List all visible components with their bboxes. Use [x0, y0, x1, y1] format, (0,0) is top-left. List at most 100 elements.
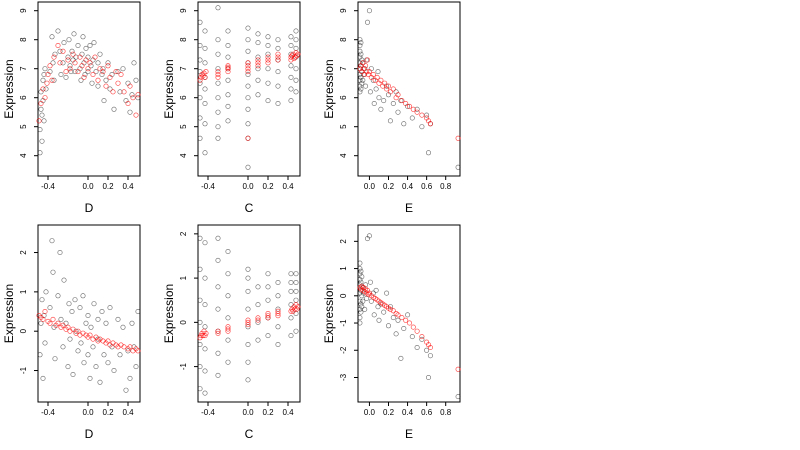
data-point — [255, 92, 261, 98]
data-point — [455, 164, 461, 170]
y-axis-label: Expression — [162, 59, 176, 118]
data-point — [52, 356, 58, 362]
data-point — [357, 320, 363, 326]
data-point — [357, 298, 363, 304]
data-point — [398, 355, 404, 361]
data-point — [39, 138, 45, 144]
data-point — [245, 135, 251, 141]
data-point — [378, 77, 384, 83]
data-point — [265, 98, 271, 104]
data-point — [202, 28, 208, 34]
panel-6: 0.0 0.2 0.4 0.6 0.8 -3 -2 -1 0 1 2 E Expression — [322, 224, 461, 441]
data-point — [245, 106, 251, 112]
data-point — [70, 51, 76, 57]
data-point — [57, 250, 63, 256]
data-point — [43, 86, 49, 92]
y-tick-label: 0 — [19, 328, 28, 333]
data-point — [73, 54, 79, 60]
x-tick-label: 0.6 — [421, 182, 433, 191]
data-point — [47, 63, 53, 69]
data-point — [255, 315, 261, 321]
data-point — [293, 28, 299, 34]
data-point — [358, 309, 364, 315]
data-point — [68, 69, 74, 75]
data-point — [384, 290, 390, 296]
y-tick-label: 8 — [179, 37, 188, 42]
data-point — [265, 42, 271, 48]
data-point — [293, 328, 299, 334]
data-point — [135, 95, 141, 101]
data-point — [215, 95, 221, 101]
data-point — [37, 352, 43, 358]
data-point — [118, 72, 124, 78]
data-point — [245, 37, 251, 43]
series-2 — [197, 50, 301, 141]
data-point — [371, 312, 377, 318]
data-point — [255, 54, 261, 60]
data-point — [245, 317, 251, 323]
data-point — [381, 98, 387, 104]
data-point — [387, 306, 393, 312]
data-point — [107, 86, 113, 92]
data-point — [265, 34, 271, 40]
data-point — [105, 338, 111, 344]
data-point — [293, 66, 299, 72]
data-point — [125, 101, 131, 107]
series-2 — [357, 57, 461, 141]
data-point — [245, 60, 251, 66]
data-point — [215, 109, 221, 115]
data-point — [357, 315, 363, 321]
data-point — [245, 164, 251, 170]
y-axis-label: Expression — [322, 284, 336, 343]
x-tick-label: 0.2 — [383, 408, 395, 417]
data-point — [294, 306, 300, 312]
data-point — [75, 328, 81, 334]
data-point — [202, 101, 208, 107]
data-point — [378, 106, 384, 112]
data-point — [55, 42, 61, 48]
data-point — [215, 328, 221, 334]
data-point — [225, 77, 231, 83]
data-point — [385, 83, 391, 89]
data-point — [375, 69, 381, 75]
y-tick-label: 9 — [19, 8, 28, 13]
data-point — [215, 74, 221, 80]
data-point — [293, 310, 299, 316]
data-point — [107, 74, 113, 80]
data-point — [50, 316, 56, 322]
data-point — [135, 92, 141, 98]
data-point — [366, 69, 372, 75]
data-point — [255, 31, 261, 37]
data-point — [265, 271, 271, 277]
data-point — [245, 266, 251, 272]
data-point — [381, 309, 387, 315]
data-point — [101, 98, 107, 104]
data-point — [215, 69, 221, 75]
data-point — [275, 69, 281, 75]
panel-5: -0.4 0.0 0.2 0.4 -1 0 1 2 C Expression — [162, 224, 301, 441]
x-tick-label: -0.4 — [41, 182, 55, 191]
data-point — [360, 77, 366, 83]
data-point — [121, 344, 127, 350]
data-point — [67, 66, 73, 72]
data-point — [358, 86, 364, 92]
data-point — [371, 101, 377, 107]
data-point — [419, 336, 425, 342]
data-point — [197, 57, 203, 63]
data-point — [455, 135, 461, 141]
y-tick-label: 7 — [179, 66, 188, 71]
data-point — [39, 112, 45, 118]
data-point — [202, 390, 208, 396]
y-tick-label: 4 — [339, 153, 348, 158]
data-point — [215, 235, 221, 241]
data-point — [245, 95, 251, 101]
data-point — [38, 101, 44, 107]
data-point — [288, 308, 294, 314]
data-point — [245, 66, 251, 72]
y-tick-label: -3 — [339, 373, 348, 381]
data-point — [127, 83, 133, 89]
series-1 — [357, 8, 461, 170]
data-point — [202, 60, 208, 66]
data-point — [245, 306, 251, 312]
data-point — [36, 118, 42, 124]
